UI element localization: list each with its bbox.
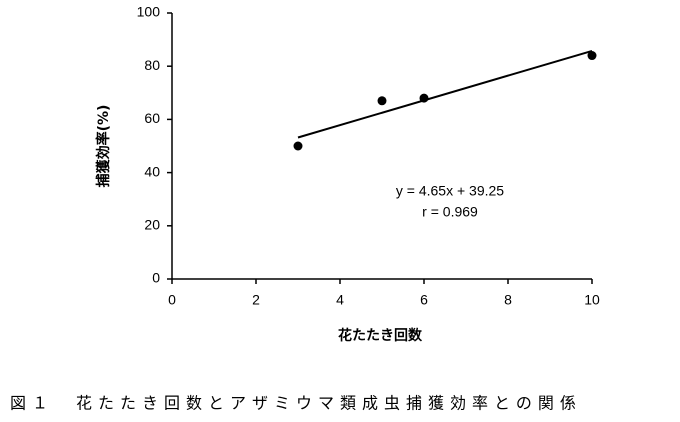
y-tick-label: 20 <box>144 217 160 233</box>
x-tick-label: 2 <box>252 292 260 308</box>
y-tick-label: 100 <box>137 4 161 20</box>
y-axis-label: 捕獲効率(%) <box>95 105 112 188</box>
point <box>377 96 387 106</box>
point <box>293 141 303 151</box>
x-tick-label: 6 <box>420 292 428 308</box>
x-tick-label: 4 <box>336 292 344 308</box>
annotation: y = 4.65x + 39.25 <box>396 183 504 199</box>
y-tick-label: 40 <box>144 163 160 179</box>
x-tick-label: 10 <box>584 292 600 308</box>
x-tick-label: 8 <box>504 292 512 308</box>
point <box>419 93 429 103</box>
caption: 図１ 花たたき回数とアザミウマ類成虫捕獲効率との関係 <box>10 394 582 413</box>
trendline <box>297 49 593 139</box>
annotation: r = 0.969 <box>422 204 478 220</box>
y-tick-label: 0 <box>152 270 160 286</box>
y-tick-label: 80 <box>144 57 160 73</box>
x-tick-label: 0 <box>168 292 176 308</box>
point <box>587 51 597 61</box>
y-tick-label: 60 <box>144 110 160 126</box>
x-axis-label: 花たたき回数 <box>338 327 423 344</box>
